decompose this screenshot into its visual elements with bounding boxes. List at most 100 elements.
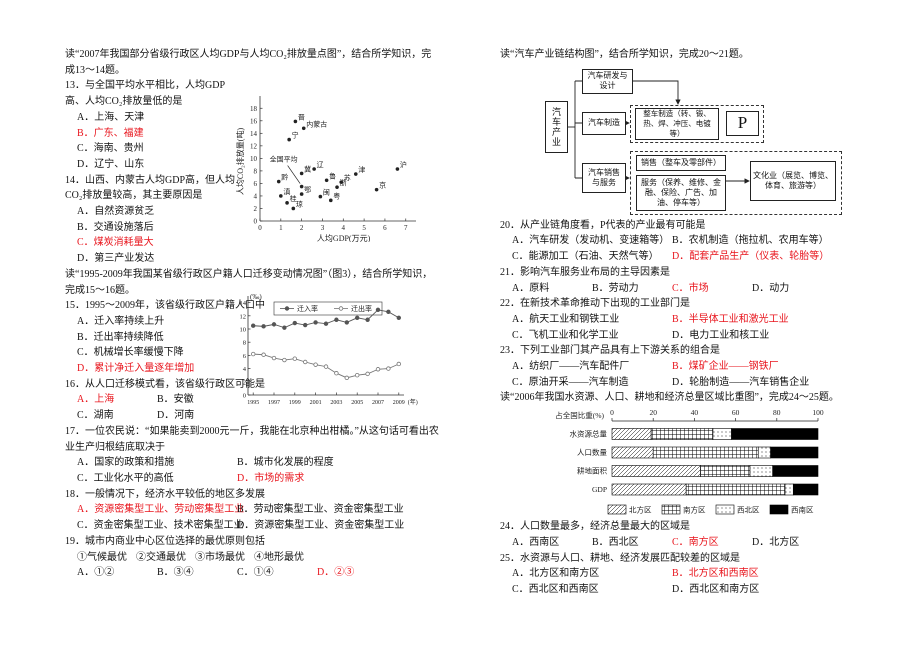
option-text: 迁出率持续降低	[93, 331, 164, 343]
marker	[365, 371, 370, 377]
point-label: 琼	[296, 199, 303, 208]
question: 14．山西、内蒙古人均GDP高，但人均CO₂排放量较高，其主要原因是 A．自然资源…	[65, 173, 440, 267]
option-text: ①②	[94, 567, 115, 579]
option-text: ②③	[334, 567, 355, 579]
option-label: A．	[77, 567, 95, 579]
option: D．资源密集型工业、资金密集型工业	[237, 518, 404, 534]
option: A．上海	[77, 392, 157, 408]
sales-service-box: 汽车销售与服务	[582, 162, 626, 193]
marker	[302, 322, 308, 328]
legend-label: 迁出率	[351, 304, 372, 313]
option: D．北方区	[752, 535, 832, 551]
x-tick-label: 60	[732, 408, 740, 417]
option-text: 原油开采——汽车制造	[528, 376, 629, 388]
point	[293, 119, 298, 124]
point-label: 滇	[283, 187, 290, 196]
point	[324, 178, 329, 183]
option-label: A．	[512, 536, 530, 548]
legend-swatch	[661, 504, 681, 515]
option-text: 轮胎制造——汽车销售企业	[689, 376, 810, 388]
option: C．能源加工（石油、天然气等）	[512, 249, 672, 265]
bar-segment	[611, 428, 652, 440]
point	[374, 187, 379, 192]
option-label: C．	[77, 347, 94, 359]
service-group	[630, 150, 842, 215]
option-label: D．	[77, 363, 95, 375]
marker	[251, 351, 256, 357]
option-label: B．	[77, 221, 94, 233]
option-text: 北方区和南方区	[529, 568, 600, 580]
marker	[302, 359, 308, 365]
option: C．机械增长率缓慢下降	[77, 345, 237, 361]
point	[301, 126, 306, 131]
option: C．南方区	[672, 535, 752, 551]
question-text: 19．城市内商业中心区位选择的最优原则包括	[65, 535, 265, 547]
choice-items: ①气候最优 ②交通最优 ③市场最优 ④地形最优	[65, 550, 440, 566]
option-text: 西南区	[529, 536, 560, 548]
x-tick-label: 100	[812, 408, 824, 417]
option-label: A．	[77, 111, 95, 123]
options: A．国家的政策和措施 B．城市化发展的程度 C．工业化水平的高低 D．市场的需求	[65, 455, 440, 486]
option-label: D．	[672, 583, 690, 595]
x-tick-label: 5	[362, 224, 366, 232]
option-text: 飞机工业和化学工业	[528, 329, 619, 341]
connector	[575, 80, 582, 179]
intro-text: 读“汽车产业链结构图”，结合所学知识，完成20～21题。	[500, 49, 749, 60]
industry-chain-diagram: 汽车产业 汽车研发与设计 汽车制造 汽车销售与服务 整车制造（转、锻、热、焊、冲…	[500, 63, 852, 218]
diagram-connectors	[568, 80, 750, 184]
option-label: C．	[512, 376, 529, 388]
option-text: ①④	[253, 567, 274, 579]
y-tick-label: 18	[250, 105, 258, 113]
options: A．纺织厂——汽车配件厂 B．煤矿企业——钢铁厂 C．原油开采——汽车制造 D．轮胎制…	[500, 359, 852, 390]
y-axis-label: (‰)	[250, 293, 262, 301]
option-label: C．	[512, 329, 529, 341]
x-tick-label: 3	[321, 224, 325, 232]
y-tick-label: 14	[240, 300, 247, 307]
bar-segment	[784, 483, 794, 496]
marker	[271, 322, 277, 327]
option-label: A．	[512, 235, 530, 247]
bar-segment	[757, 446, 771, 459]
option-label: B．	[237, 504, 254, 516]
bar-segment	[731, 428, 819, 440]
option: A．国家的政策和措施	[77, 455, 237, 471]
option-text: 交通设施落后	[93, 221, 154, 233]
option: A．①②	[77, 565, 157, 581]
y-tick-label: 12	[240, 313, 247, 320]
marker	[354, 372, 360, 378]
marker	[292, 320, 297, 326]
option-text: 资金密集型工业、技术密集型工业	[93, 520, 244, 532]
question: 23．下列工业部门其产品具有上下游关系的组合是 A．纺织厂——汽车配件厂 B．煤矿企…	[500, 343, 852, 390]
option-text: 湖南	[93, 410, 114, 422]
option-label: B．	[237, 457, 254, 469]
question-text: 14．山西、内蒙古人均GDP高，但人均CO₂排放量较高，其主要原因是	[65, 174, 236, 202]
option: D．第三产业发达	[77, 251, 237, 267]
option-label: B．	[157, 567, 174, 579]
category-label: 耕地面积	[577, 466, 607, 476]
option-text: 累计净迁入量逐年增加	[94, 363, 195, 375]
legend-label: 迁入率	[297, 304, 318, 313]
marker	[396, 361, 401, 367]
option: D．轮胎制造——汽车销售企业	[672, 375, 832, 391]
option-text: ③④	[173, 567, 194, 579]
marker	[313, 320, 318, 325]
intro-text: 读“1995-2009年我国某省级行政区户籍人口迁移变动情况图”（图3），结合所…	[65, 268, 433, 296]
legend-marker	[284, 306, 290, 311]
question: 22．在新技术革命推动下出现的工业部门是 A．航天工业和钢铁工业 B．半导体工业和激…	[500, 296, 852, 343]
options: A．汽车研发（发动机、变速箱等） B．农机制造（拖拉机、农用车等） C．能源加工（石…	[500, 233, 852, 264]
y-tick-label: 12	[250, 142, 258, 150]
point	[318, 194, 323, 199]
option-label: C．	[512, 251, 529, 263]
question-text: 17．一位农民说：“如果能卖到2000元一斤，我能在北京种出柑橘。”从这句话可看…	[65, 425, 439, 453]
x-tick-label: 2003	[330, 400, 342, 406]
y-tick-label: 10	[240, 327, 247, 334]
p-box: P	[726, 110, 759, 136]
marker	[282, 357, 287, 363]
question-text: 21．影响汽车服务业布局的主导因素是	[500, 266, 670, 278]
x-axis-label: 人均GDP(万元)	[317, 233, 371, 242]
option-label: B．	[592, 536, 609, 548]
option-text: 海南、贵州	[93, 143, 144, 155]
question: 19．城市内商业中心区位选择的最优原则包括 ①气候最优 ②交通最优 ③市场最优 ④地形最…	[65, 534, 440, 581]
options: A．资源密集型工业、劳动密集型工业 B．劳动密集型工业、资金密集型工业 C．资金密集…	[65, 502, 440, 533]
